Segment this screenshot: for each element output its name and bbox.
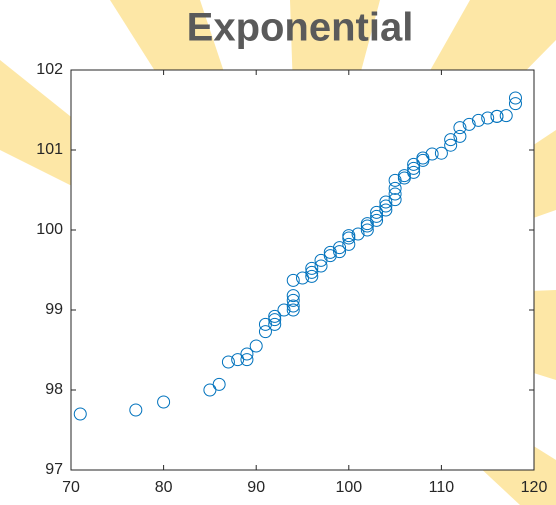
scatter-point bbox=[388, 187, 402, 201]
scatter-point bbox=[221, 355, 235, 369]
scatter-point bbox=[73, 407, 87, 421]
scatter-point bbox=[407, 157, 421, 171]
scatter-point bbox=[286, 293, 300, 307]
scatter-point bbox=[240, 347, 254, 361]
scatter-point bbox=[157, 395, 171, 409]
scatter-point bbox=[407, 165, 421, 179]
scatter-point bbox=[508, 91, 522, 105]
scatter-point bbox=[379, 199, 393, 213]
y-tick-label: 101 bbox=[36, 141, 63, 158]
y-tick-label: 98 bbox=[45, 381, 63, 398]
scatter-point bbox=[314, 259, 328, 273]
y-tick-label: 97 bbox=[45, 461, 63, 478]
scatter-point bbox=[305, 261, 319, 275]
scatter-point bbox=[268, 309, 282, 323]
x-tick-label: 70 bbox=[62, 479, 80, 496]
scatter-point bbox=[277, 303, 291, 317]
scatter-point bbox=[370, 213, 384, 227]
scatter-point bbox=[499, 109, 513, 123]
scatter-point bbox=[434, 146, 448, 160]
scatter-point bbox=[286, 303, 300, 317]
x-tick-label: 110 bbox=[429, 479, 455, 496]
scatter-point bbox=[258, 325, 272, 339]
scatter-point bbox=[249, 339, 263, 353]
y-tick-label: 102 bbox=[36, 61, 63, 78]
scatter-point bbox=[360, 223, 374, 237]
x-tick-label: 100 bbox=[335, 479, 362, 496]
scatter-point bbox=[360, 217, 374, 231]
axes-frame bbox=[70, 69, 535, 471]
scatter-point bbox=[388, 181, 402, 195]
scatter-point bbox=[333, 245, 347, 259]
scatter-point bbox=[342, 229, 356, 243]
scatter-point bbox=[388, 193, 402, 207]
scatter-point bbox=[379, 203, 393, 217]
plot-area bbox=[71, 70, 534, 470]
scatter-point bbox=[286, 299, 300, 313]
scatter-point bbox=[268, 317, 282, 331]
scatter-point bbox=[425, 147, 439, 161]
scatter-point bbox=[370, 209, 384, 223]
scatter-point bbox=[397, 169, 411, 183]
scatter-point bbox=[351, 227, 365, 241]
y-tick-label: 99 bbox=[45, 301, 63, 318]
scatter-point bbox=[323, 249, 337, 263]
scatter-point bbox=[444, 133, 458, 147]
chart-title: Exponential bbox=[187, 6, 414, 50]
scatter-point bbox=[268, 313, 282, 327]
scatter-point bbox=[240, 353, 254, 367]
scatter-point bbox=[342, 237, 356, 251]
scatter-point bbox=[471, 113, 485, 127]
scatter-point bbox=[212, 377, 226, 391]
y-tick-label: 100 bbox=[36, 221, 63, 238]
scatter-point bbox=[129, 403, 143, 417]
x-tick-label: 80 bbox=[155, 479, 173, 496]
scatter-point bbox=[453, 121, 467, 135]
scatter-point bbox=[286, 273, 300, 287]
scatter-point bbox=[508, 97, 522, 111]
scatter-point bbox=[379, 195, 393, 209]
scatter-point bbox=[444, 138, 458, 152]
scatter-point bbox=[416, 151, 430, 165]
scatter-point bbox=[481, 111, 495, 125]
scatter-point bbox=[305, 269, 319, 283]
scatter-point bbox=[305, 265, 319, 279]
x-tick-label: 120 bbox=[521, 479, 548, 496]
scatter-point bbox=[490, 109, 504, 123]
scatter-point bbox=[286, 289, 300, 303]
scatter-point bbox=[462, 117, 476, 131]
scatter-point bbox=[453, 129, 467, 143]
scatter-point bbox=[370, 205, 384, 219]
scatter-point bbox=[333, 241, 347, 255]
x-tick-label: 90 bbox=[247, 479, 265, 496]
scatter-point bbox=[407, 161, 421, 175]
